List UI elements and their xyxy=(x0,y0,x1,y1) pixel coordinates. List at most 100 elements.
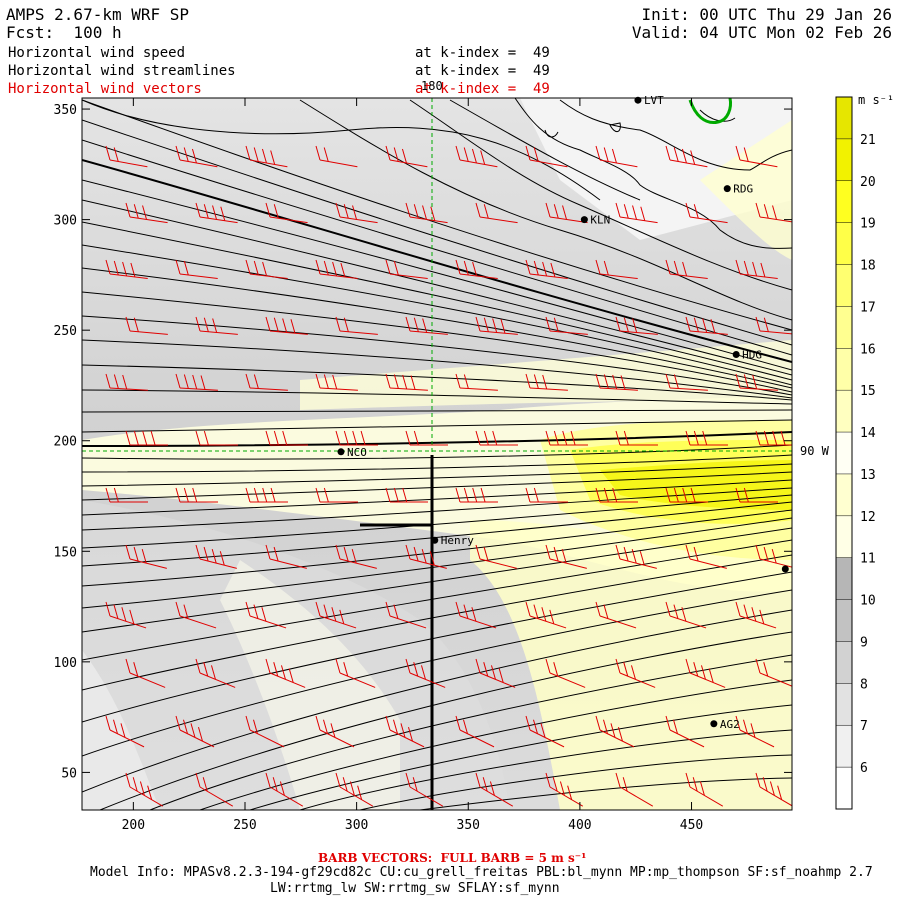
wind-barb xyxy=(405,544,447,569)
plot-frame xyxy=(81,97,793,811)
station-label: Henry xyxy=(441,534,474,547)
colorbar-swatch xyxy=(836,767,852,809)
wind-barb xyxy=(175,601,217,629)
wind-barb xyxy=(685,316,728,335)
wind-barb xyxy=(525,715,565,748)
colorbar-label: 7 xyxy=(860,719,868,734)
wind-barb xyxy=(615,202,658,224)
colorbar-label: 10 xyxy=(860,594,876,609)
barb-note: BARB VECTORS: FULL BARB = 5 m s⁻¹ xyxy=(318,851,587,865)
station-marker xyxy=(710,720,718,728)
colorbar-label: 20 xyxy=(860,175,876,190)
colorbar-swatch xyxy=(836,432,852,474)
colorbar-swatch xyxy=(836,557,852,600)
colorbar-swatch xyxy=(836,641,852,684)
colorbar-swatch xyxy=(836,599,852,642)
wind-barb xyxy=(735,145,778,168)
wind-barb xyxy=(615,658,656,688)
colorbar-swatch xyxy=(836,222,852,265)
wind-barb xyxy=(665,487,708,503)
wind-barb xyxy=(245,373,288,391)
product-title: AMPS 2.67-km WRF SP xyxy=(6,5,190,24)
colorbar-label: 13 xyxy=(860,468,876,483)
wind-barb xyxy=(615,316,658,335)
streamlines xyxy=(82,99,792,810)
x-tick-label: 200 xyxy=(122,818,145,833)
wind-barb xyxy=(175,145,218,168)
field-level-vectors: at k-index = 49 xyxy=(415,81,550,97)
wind-barb xyxy=(335,772,374,807)
wind-barb xyxy=(755,658,792,687)
stations-layer: LVT RDG KLN NCO HDG Henry AG2 xyxy=(337,94,789,731)
wind-barb xyxy=(335,430,378,446)
station-marker xyxy=(723,185,731,193)
wind-barb xyxy=(195,316,238,335)
wind-barb xyxy=(385,145,428,168)
wind-barb xyxy=(735,373,778,391)
field-label-streamlines: Horizontal wind streamlines xyxy=(8,63,236,79)
wind-barb xyxy=(335,202,378,224)
wind-barb xyxy=(475,544,517,569)
y-tick-label: 250 xyxy=(54,324,77,339)
wind-barb xyxy=(735,715,775,748)
wind-barb xyxy=(545,430,588,446)
cross-section-line xyxy=(360,455,434,810)
wind-barb xyxy=(595,601,637,629)
station-marker xyxy=(337,448,345,456)
colorbar-swatch xyxy=(836,683,852,726)
wind-barb xyxy=(315,487,358,503)
wind-barb xyxy=(195,202,238,224)
y-tick-label: 200 xyxy=(54,435,77,450)
x-tick-label: 250 xyxy=(233,818,256,833)
wind-barb xyxy=(685,544,727,569)
wind-barb xyxy=(265,430,308,446)
colorbar-swatch xyxy=(836,306,852,349)
wind-barb xyxy=(315,145,358,168)
colorbar-label: 14 xyxy=(860,426,876,441)
wind-barb xyxy=(665,601,707,629)
wind-barb xyxy=(125,544,167,569)
wind-barb xyxy=(195,772,234,807)
wind-barb xyxy=(245,487,288,503)
station-label: AG2 xyxy=(720,718,740,731)
wind-barb xyxy=(245,145,288,168)
meridian-label: 180 xyxy=(421,79,443,93)
init-time: Init: 00 UTC Thu 29 Jan 26 xyxy=(641,5,892,24)
colorbar-swatch xyxy=(836,515,852,558)
wind-barb xyxy=(195,430,238,446)
wind-barb xyxy=(105,715,145,748)
colorbar-swatch xyxy=(836,97,852,139)
wind-barb xyxy=(405,430,448,446)
wind-barb xyxy=(455,259,498,280)
wind-barb xyxy=(195,658,236,688)
wind-barb xyxy=(385,715,425,748)
wind-barb xyxy=(175,487,218,503)
wind-barbs xyxy=(105,145,792,807)
valid-time: Valid: 04 UTC Mon 02 Feb 26 xyxy=(631,23,892,42)
station-marker xyxy=(580,216,588,224)
wind-barb xyxy=(545,544,587,569)
station-label: LVT xyxy=(644,94,664,107)
station-label: NCO xyxy=(347,446,367,459)
wind-barb xyxy=(315,715,355,748)
wind-barb xyxy=(455,373,498,391)
colorbar-label: 6 xyxy=(860,761,868,776)
wind-barb xyxy=(405,202,448,224)
coastlines xyxy=(514,98,792,249)
wind-barb xyxy=(475,430,518,446)
wind-barb xyxy=(475,202,518,224)
parallel-label: 90 W xyxy=(800,444,830,458)
wind-barb xyxy=(385,487,428,503)
field-label-speed: Horizontal wind speed xyxy=(8,45,186,61)
wind-barb xyxy=(265,316,308,335)
y-tick-label: 350 xyxy=(54,103,77,118)
wind-barb xyxy=(105,601,147,629)
axes: 200 250 300 350 400 450 50 100 150 200 250 300 350 xyxy=(54,98,792,833)
colorbar-units: m s⁻¹ xyxy=(858,93,894,107)
y-tick-label: 50 xyxy=(61,766,77,781)
wind-barb xyxy=(265,658,306,688)
x-tick-label: 450 xyxy=(680,818,703,833)
colorbar-frame xyxy=(835,96,853,810)
wind-barb xyxy=(755,772,792,807)
